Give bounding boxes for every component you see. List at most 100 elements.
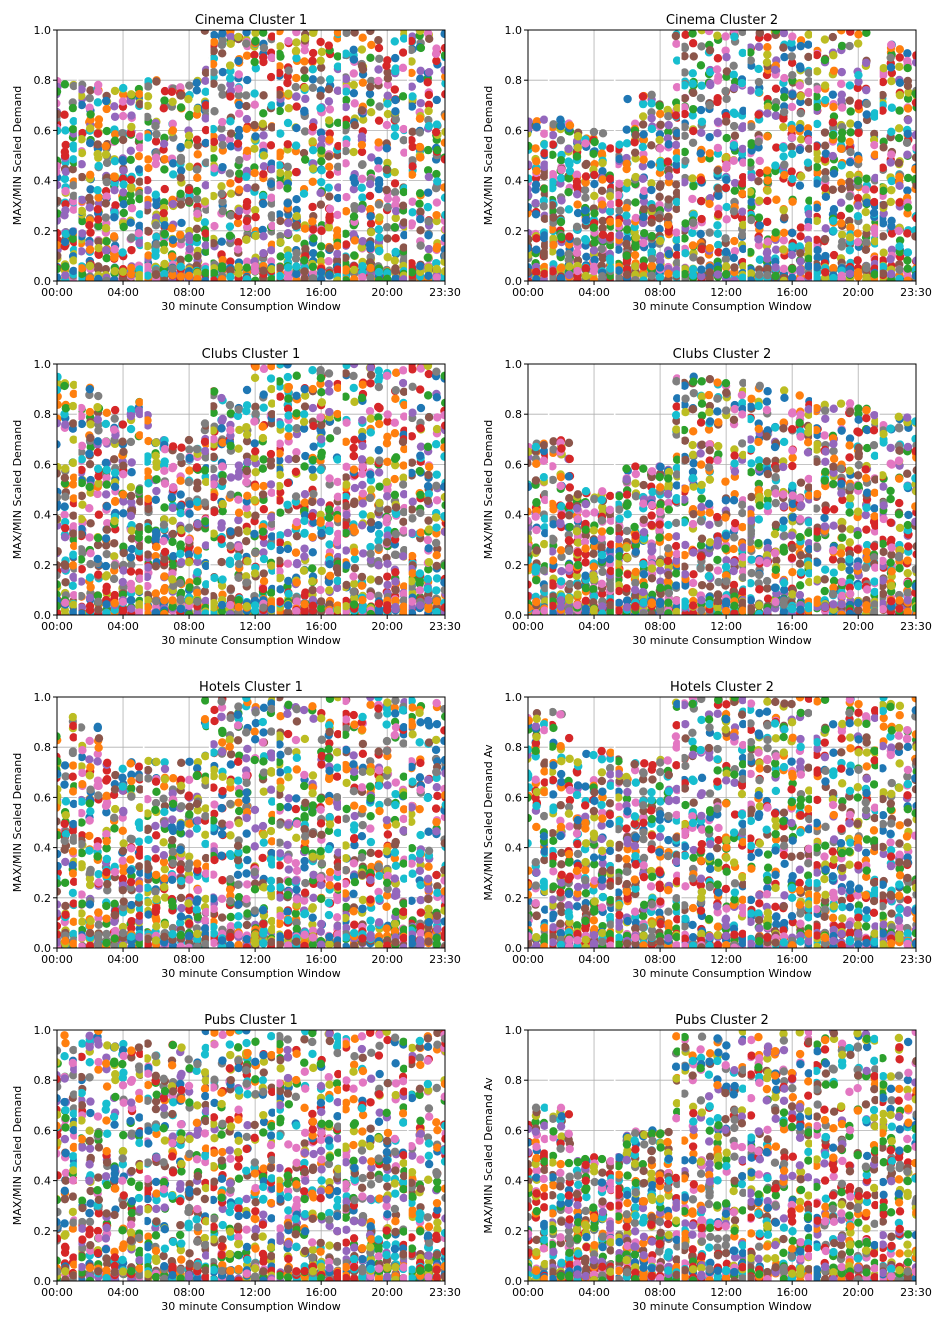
scatter-point <box>656 263 664 271</box>
scatter-point <box>217 182 225 190</box>
scatter-point <box>275 449 283 457</box>
scatter-point <box>317 157 325 165</box>
scatter-point <box>549 213 557 221</box>
scatter-point <box>119 84 127 92</box>
scatter-point <box>903 49 911 57</box>
scatter-point <box>242 39 250 47</box>
scatter-point <box>251 447 259 455</box>
scatter-point <box>102 600 110 608</box>
scatter-point <box>854 39 862 47</box>
scatter-point <box>382 186 390 194</box>
scatter-point <box>655 214 663 222</box>
scatter-point <box>672 270 680 278</box>
scatter-point <box>706 228 714 236</box>
scatter-point <box>242 407 250 415</box>
scatter-point <box>731 186 739 194</box>
scatter-point <box>557 233 565 241</box>
scatter-point <box>399 92 407 100</box>
scatter-point <box>276 538 284 546</box>
scatter-point <box>185 510 193 518</box>
scatter-point <box>845 178 853 186</box>
scatter-point <box>639 262 647 270</box>
scatter-point <box>821 128 829 136</box>
scatter-point <box>169 463 177 471</box>
scatter-point <box>110 102 118 110</box>
scatter-point <box>169 126 177 134</box>
scatter-point <box>549 120 557 128</box>
scatter-point <box>416 67 424 75</box>
scatter-point <box>292 262 300 270</box>
scatter-point <box>250 496 258 504</box>
scatter-point <box>359 65 367 73</box>
scatter-point <box>689 139 697 147</box>
scatter-point <box>681 157 689 165</box>
scatter-point <box>226 92 234 100</box>
scatter-point <box>623 160 631 168</box>
scatter-point <box>218 575 226 583</box>
scatter-point <box>433 198 441 206</box>
scatter-point <box>267 450 275 458</box>
scatter-point <box>714 76 722 84</box>
scatter-point <box>293 212 301 220</box>
scatter-point <box>383 99 391 107</box>
scatter-point <box>804 41 812 49</box>
scatter-point <box>60 382 68 390</box>
scatter-point <box>879 232 887 240</box>
scatter-point <box>574 209 582 217</box>
scatter-point <box>391 264 399 272</box>
scatter-point <box>242 537 250 545</box>
scatter-point <box>218 163 226 171</box>
scatter-point <box>689 127 697 135</box>
scatter-point <box>904 248 912 256</box>
scatter-point <box>738 179 746 187</box>
scatter-point <box>854 238 862 246</box>
scatter-point <box>267 542 275 550</box>
scatter-point <box>887 222 895 230</box>
scatter-point <box>879 64 887 72</box>
scatter-point <box>540 249 548 257</box>
scatter-point <box>276 252 284 260</box>
scatter-point <box>358 45 366 53</box>
scatter-point <box>391 37 399 45</box>
scatter-point <box>169 530 177 538</box>
scatter-point <box>292 38 300 46</box>
scatter-point <box>193 252 201 260</box>
scatter-point <box>267 480 275 488</box>
scatter-point <box>135 406 143 414</box>
scatter-point <box>779 123 787 131</box>
scatter-point <box>532 275 540 283</box>
scatter-point <box>887 77 895 85</box>
scatter-point <box>210 480 218 488</box>
scatter-point <box>193 135 201 143</box>
scatter-point <box>259 434 267 442</box>
scatter-point <box>887 158 895 166</box>
scatter-point <box>176 579 184 587</box>
scatter-point <box>424 78 432 86</box>
scatter-point <box>854 71 862 79</box>
scatter-point <box>837 212 845 220</box>
scatter-point <box>738 189 746 197</box>
scatter-point <box>664 195 672 203</box>
scatter-point <box>193 463 201 471</box>
scatter-point <box>168 264 176 272</box>
scatter-point <box>218 275 226 283</box>
scatter-point <box>102 490 110 498</box>
scatter-point <box>391 132 399 140</box>
scatter-point <box>316 56 324 64</box>
scatter-point <box>234 543 242 551</box>
scatter-point <box>680 68 688 76</box>
scatter-point <box>210 574 218 582</box>
scatter-point <box>788 150 796 158</box>
scatter-point <box>598 245 606 253</box>
scatter-point <box>227 473 235 481</box>
x-tick-label: 08:00 <box>173 286 205 299</box>
scatter-point <box>738 79 746 87</box>
scatter-point <box>317 146 325 154</box>
scatter-point <box>813 67 821 75</box>
scatter-point <box>581 206 589 214</box>
scatter-point <box>417 99 425 107</box>
scatter-point <box>309 164 317 172</box>
scatter-point <box>94 215 102 223</box>
scatter-point <box>854 229 862 237</box>
scatter-point <box>111 469 119 477</box>
